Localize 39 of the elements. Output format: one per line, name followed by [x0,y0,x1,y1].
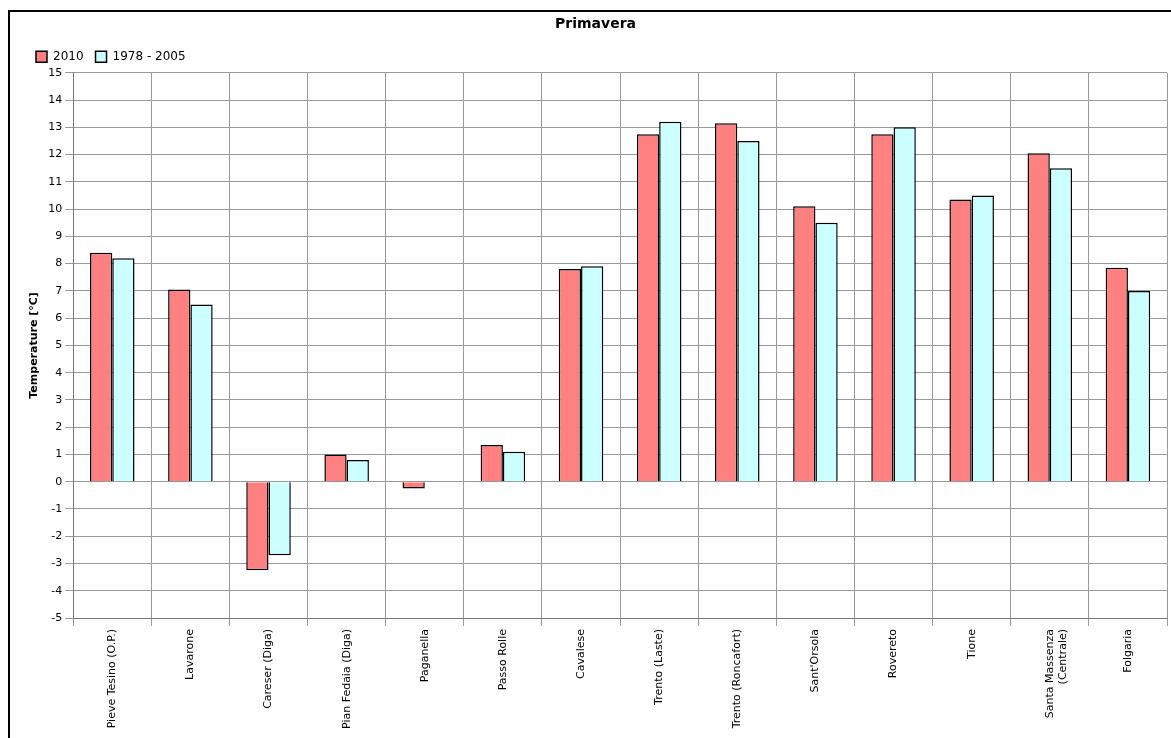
y-tick-label: 3 [55,392,63,406]
y-tick-label: 11 [48,174,63,188]
x-tick-label: Cavalese [573,628,587,679]
y-tick-label: 8 [55,256,63,270]
x-tick-label: Careser (Diga) [261,629,275,709]
x-tick-label: Santa Massenza (Centrale) [1042,629,1069,719]
y-tick-label: 12 [48,147,63,161]
y-tick-label: 1 [55,447,63,461]
y-tick-label: 7 [55,283,63,297]
x-tick-label: Lavarone [183,628,197,680]
y-tick-label: 10 [48,201,63,215]
y-tick-label: -5 [51,610,63,624]
y-tick-label: 13 [48,120,63,134]
y-tick-label: 14 [48,92,63,106]
x-tick-label: Sant'Orsola [808,629,822,693]
y-tick-label: 4 [55,365,63,379]
x-tick-label: Rovereto [886,628,900,679]
y-tick-label: 9 [55,229,63,243]
y-tick-label: 6 [55,311,63,324]
x-tick-label: Trento (Laste) [652,629,666,706]
x-tick-label: Passo Rolle [495,628,509,691]
y-tick-label: -3 [51,556,63,570]
y-axis-title: Temperature [°C] [27,292,41,399]
x-tick-label: Pian Fedaia (Diga) [339,629,353,729]
x-tick-label: Trento (Roncafort) [730,629,744,730]
y-tick-label: -2 [51,529,63,543]
y-tick-label: -4 [51,583,63,597]
x-tick-label: Pieve Tesino (O.P.) [105,629,119,729]
x-tick-label: Folgaria [1120,629,1134,673]
y-tick-label: 15 [48,65,63,79]
x-tick-label: Tione [964,628,978,660]
y-tick-label: 0 [55,474,63,488]
y-tick-label: 2 [55,420,63,434]
y-tick-label: -1 [51,501,63,515]
y-tick-label: 5 [55,338,63,352]
legend-label: 2010 [53,48,84,63]
chart-title: Primavera [555,15,636,32]
x-tick-label: Paganella [417,629,431,683]
legend-label: 1978 - 2005 [112,48,186,63]
